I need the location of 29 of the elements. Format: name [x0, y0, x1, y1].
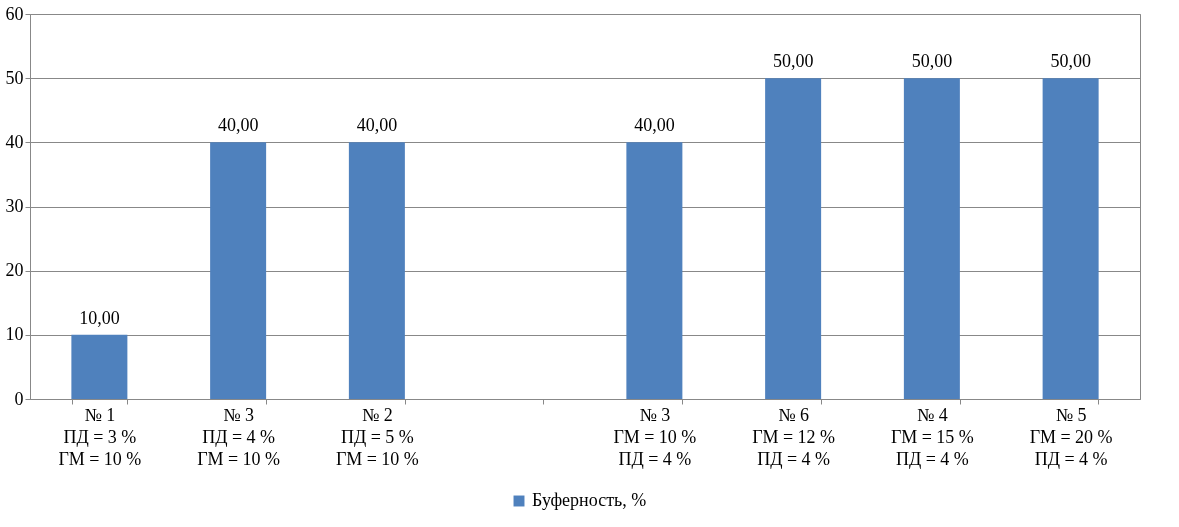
- x-tick-label: № 1 ПД = 3 % ГМ = 10 %: [58, 404, 142, 469]
- data-label: 10,00: [79, 307, 120, 328]
- x-tick-label: № 3 ПД = 4 % ГМ = 10 %: [197, 404, 281, 469]
- bar: [903, 78, 960, 399]
- bar: [71, 334, 128, 399]
- x-tick-label: № 4 ГМ = 15 % ПД = 4 %: [890, 404, 974, 469]
- data-label: 40,00: [217, 115, 259, 136]
- y-tick-label: 50: [5, 67, 24, 88]
- x-tick-label: № 5 ГМ = 20 % ПД = 4 %: [1029, 404, 1113, 469]
- y-tick-label: 40: [5, 131, 24, 152]
- data-label: 40,00: [634, 115, 675, 136]
- bar: [348, 142, 405, 399]
- legend-label: Буферность, %: [532, 490, 647, 510]
- data-label: 50,00: [1050, 51, 1091, 72]
- x-tick-label: № 2 ПД = 5 % ГМ = 10 %: [335, 404, 419, 469]
- y-tick-label: 20: [5, 260, 24, 281]
- x-tick-label: № 6 ГМ = 12 % ПД = 4 %: [752, 404, 836, 469]
- bar: [1042, 78, 1099, 399]
- data-label: 40,00: [356, 115, 398, 136]
- data-label: 50,00: [772, 51, 814, 72]
- bar: [765, 78, 822, 399]
- data-label: 50,00: [911, 51, 953, 72]
- x-tick-label: № 3 ГМ = 10 % ПД = 4 %: [613, 404, 697, 469]
- y-tick-label: 30: [5, 196, 24, 216]
- y-tick-label: 0: [14, 388, 24, 409]
- bar: [626, 142, 683, 399]
- bar: [210, 142, 267, 399]
- y-tick-label: 10: [5, 324, 24, 345]
- y-tick-label: 60: [5, 3, 24, 24]
